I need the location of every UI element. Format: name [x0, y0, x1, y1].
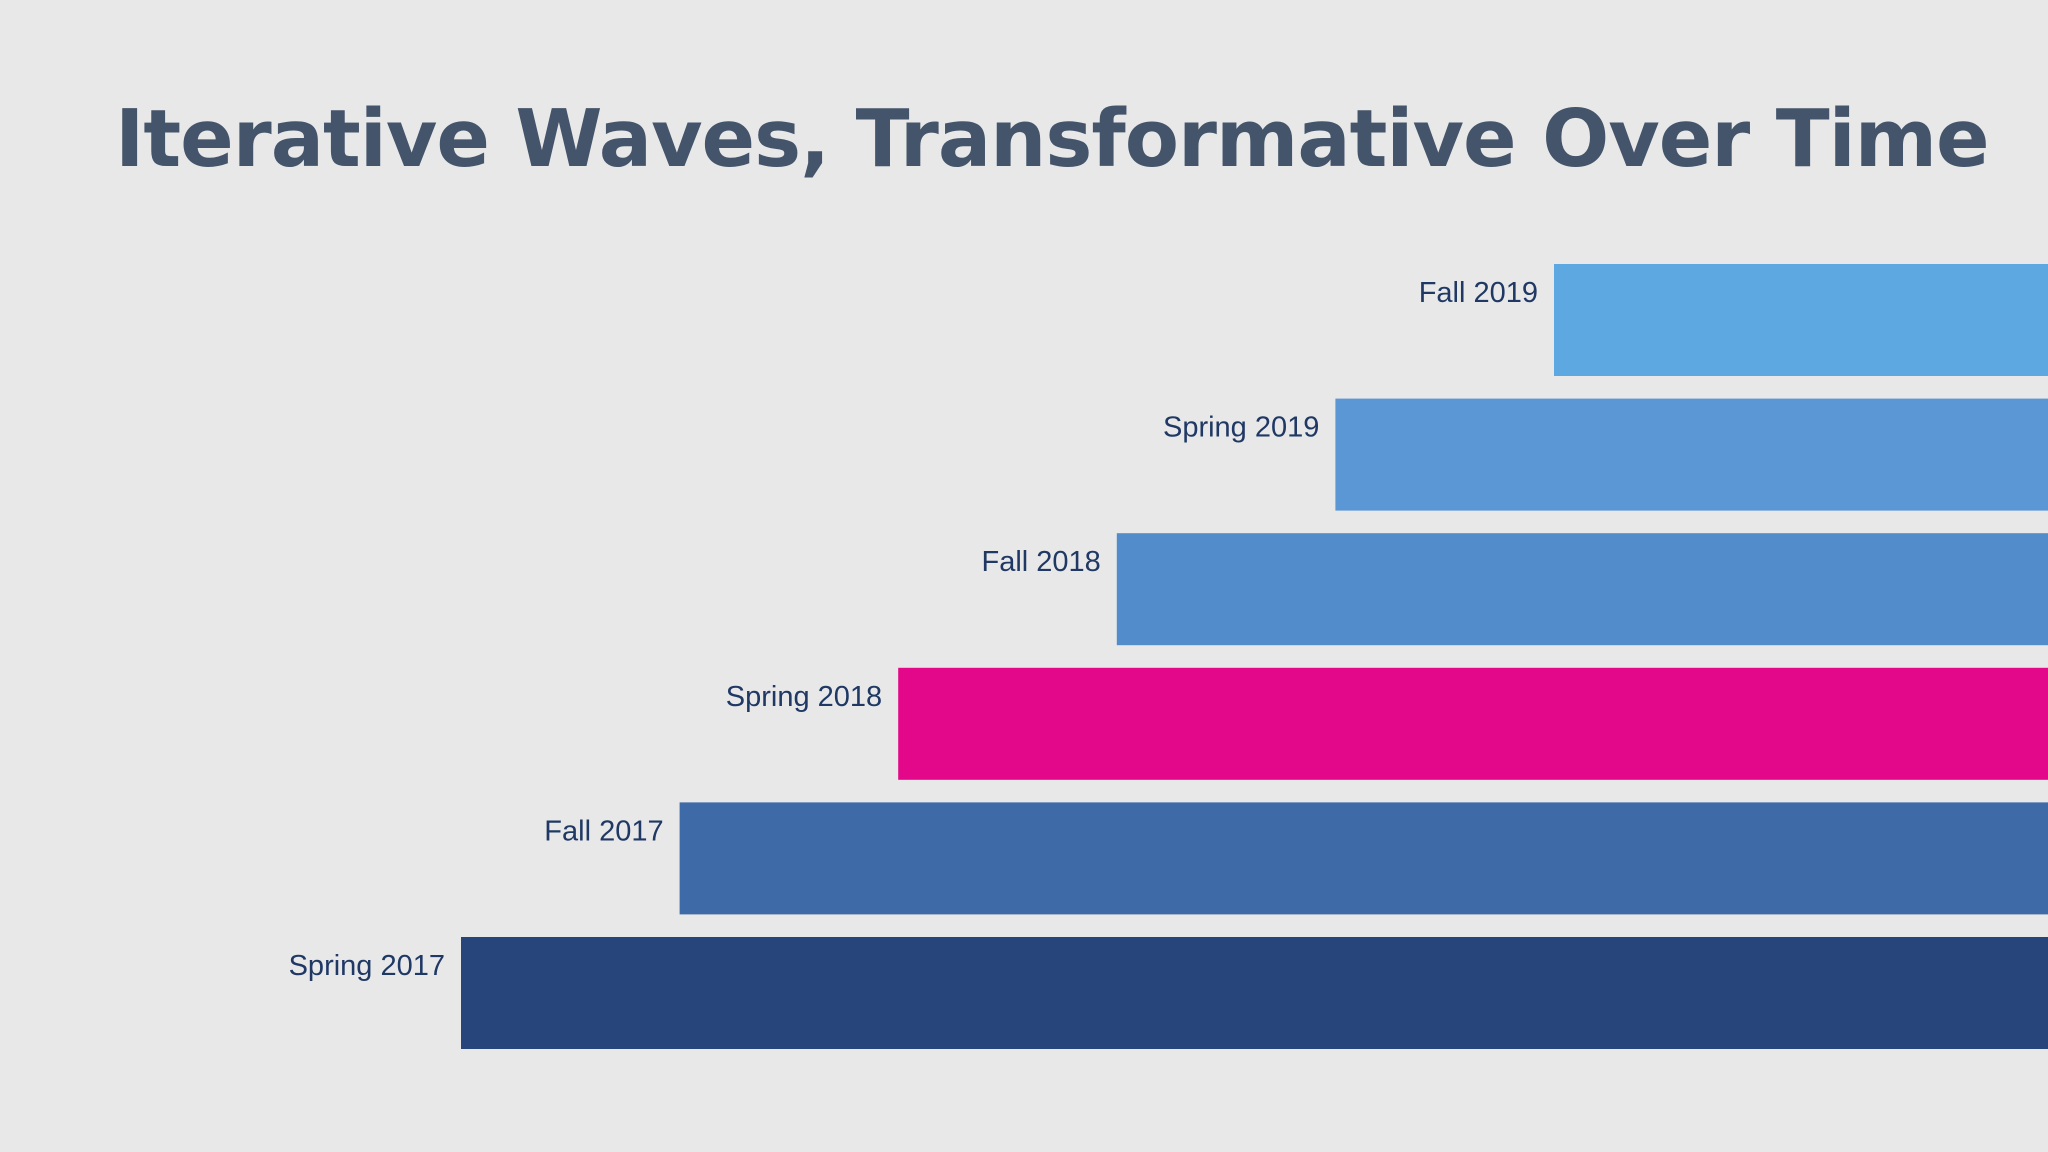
bar-fall-2019 [1554, 264, 2048, 376]
bar-label-spring-2017: Spring 2017 [289, 950, 445, 982]
bar-spring-2019 [1335, 398, 2048, 511]
bar-spring-2017 [461, 937, 2048, 1049]
bar-label-fall-2019: Fall 2019 [1419, 277, 1538, 309]
bar-label-fall-2017: Fall 2017 [544, 815, 663, 847]
bar-fall-2018 [1116, 533, 2048, 646]
bars-layer [461, 264, 2048, 1049]
bar-label-spring-2019: Spring 2019 [1163, 412, 1319, 444]
labels-layer: Spring 2017 Fall 2017 Spring 2018 Fall 2018… [289, 277, 1538, 982]
page-title: Iterative Waves, Transformative Over Tim… [115, 93, 1990, 185]
bar-fall-2017 [679, 802, 2048, 915]
bar-label-fall-2018: Fall 2018 [981, 546, 1100, 578]
bar-label-spring-2018: Spring 2018 [726, 681, 882, 713]
bar-spring-2018 [898, 667, 2048, 780]
